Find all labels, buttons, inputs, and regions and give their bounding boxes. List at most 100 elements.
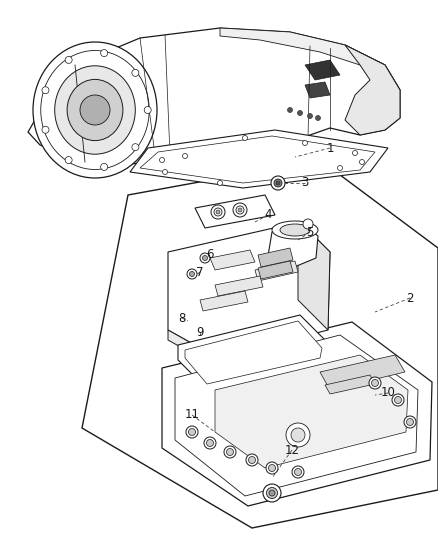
Circle shape — [266, 462, 278, 474]
Circle shape — [269, 490, 275, 496]
Polygon shape — [320, 355, 405, 390]
Text: 5: 5 — [306, 225, 314, 238]
Ellipse shape — [33, 42, 157, 178]
Text: 11: 11 — [184, 408, 199, 422]
Circle shape — [360, 159, 364, 165]
Text: 3: 3 — [301, 176, 309, 190]
Circle shape — [353, 150, 357, 156]
Polygon shape — [258, 248, 293, 267]
Circle shape — [233, 203, 247, 217]
Polygon shape — [325, 375, 375, 394]
Circle shape — [395, 397, 402, 403]
Text: 10: 10 — [381, 386, 396, 400]
Circle shape — [204, 437, 216, 449]
Ellipse shape — [272, 221, 318, 239]
Polygon shape — [28, 28, 400, 165]
Circle shape — [236, 206, 244, 214]
Circle shape — [190, 271, 194, 277]
Circle shape — [216, 210, 220, 214]
Polygon shape — [258, 261, 293, 279]
Polygon shape — [130, 130, 388, 188]
Circle shape — [200, 253, 210, 263]
Circle shape — [369, 377, 381, 389]
Polygon shape — [162, 322, 432, 506]
Circle shape — [286, 423, 310, 447]
Polygon shape — [298, 222, 330, 330]
Polygon shape — [220, 28, 400, 90]
Circle shape — [218, 181, 223, 185]
Circle shape — [266, 488, 278, 498]
Circle shape — [132, 69, 139, 76]
Text: 1: 1 — [326, 141, 334, 155]
Polygon shape — [168, 330, 218, 368]
Polygon shape — [175, 335, 418, 496]
Circle shape — [214, 208, 222, 216]
Circle shape — [183, 154, 187, 158]
Circle shape — [42, 126, 49, 133]
Circle shape — [80, 95, 110, 125]
Circle shape — [65, 56, 72, 63]
Circle shape — [404, 416, 416, 428]
Polygon shape — [255, 261, 298, 281]
Polygon shape — [210, 250, 255, 270]
Polygon shape — [168, 222, 330, 358]
Circle shape — [294, 469, 301, 475]
Circle shape — [271, 176, 285, 190]
Text: 8: 8 — [178, 311, 186, 325]
Polygon shape — [185, 321, 322, 384]
Circle shape — [42, 87, 49, 94]
Polygon shape — [305, 82, 330, 98]
Polygon shape — [178, 315, 330, 390]
Polygon shape — [345, 45, 400, 135]
Circle shape — [206, 440, 213, 447]
Circle shape — [65, 157, 72, 164]
Polygon shape — [268, 222, 318, 270]
Ellipse shape — [55, 66, 135, 154]
Text: 2: 2 — [406, 292, 414, 304]
Circle shape — [268, 464, 276, 472]
Circle shape — [246, 454, 258, 466]
Circle shape — [287, 108, 293, 112]
Circle shape — [226, 448, 233, 456]
Circle shape — [274, 179, 282, 187]
Ellipse shape — [280, 224, 310, 236]
Circle shape — [278, 177, 283, 182]
Circle shape — [101, 164, 108, 171]
Ellipse shape — [67, 79, 123, 141]
Circle shape — [211, 205, 225, 219]
Circle shape — [186, 426, 198, 438]
Circle shape — [276, 181, 280, 185]
Polygon shape — [215, 276, 263, 296]
Circle shape — [144, 107, 151, 114]
Circle shape — [101, 50, 108, 56]
Circle shape — [371, 379, 378, 386]
Text: 9: 9 — [196, 326, 204, 338]
Circle shape — [248, 456, 255, 464]
Polygon shape — [82, 160, 438, 528]
Polygon shape — [215, 355, 408, 468]
Circle shape — [315, 116, 321, 120]
Circle shape — [188, 429, 195, 435]
Circle shape — [292, 466, 304, 478]
Circle shape — [406, 418, 413, 425]
Ellipse shape — [41, 51, 149, 169]
Circle shape — [307, 114, 312, 118]
Circle shape — [303, 141, 307, 146]
Polygon shape — [305, 60, 340, 80]
Polygon shape — [200, 291, 248, 311]
Text: 12: 12 — [285, 443, 300, 456]
Circle shape — [392, 394, 404, 406]
Circle shape — [162, 169, 167, 174]
Circle shape — [338, 166, 343, 171]
Circle shape — [291, 428, 305, 442]
Text: 7: 7 — [196, 265, 204, 279]
Text: 6: 6 — [206, 248, 214, 262]
Text: 4: 4 — [264, 208, 272, 222]
Circle shape — [243, 135, 247, 141]
Circle shape — [159, 157, 165, 163]
Polygon shape — [195, 195, 275, 228]
Circle shape — [132, 144, 139, 151]
Circle shape — [224, 446, 236, 458]
Circle shape — [263, 484, 281, 502]
Circle shape — [187, 269, 197, 279]
